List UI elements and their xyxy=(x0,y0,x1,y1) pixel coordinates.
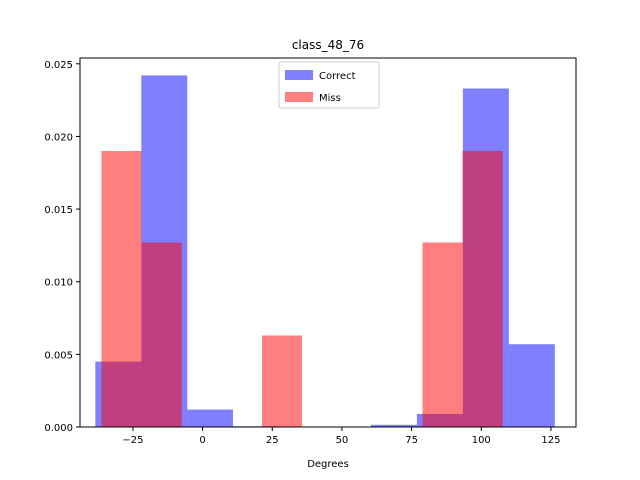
chart-title: class_48_76 xyxy=(292,38,364,52)
x-tick-label: 125 xyxy=(541,435,560,446)
legend-swatch-miss xyxy=(285,92,313,102)
x-tick-label: 0 xyxy=(199,435,205,446)
legend-swatch-correct xyxy=(285,70,313,80)
x-tick-label: 25 xyxy=(266,435,279,446)
bars-layer xyxy=(95,75,555,427)
correct-bar-9 xyxy=(508,344,555,427)
y-tick-label: 0.025 xyxy=(44,60,73,71)
y-tick-label: 0.020 xyxy=(44,132,73,143)
legend-label-miss: Miss xyxy=(319,93,341,104)
y-tick-label: 0.010 xyxy=(44,278,73,289)
plot-frame xyxy=(79,57,577,428)
legend-label-correct: Correct xyxy=(319,71,356,82)
miss-bar-9 xyxy=(462,150,503,427)
y-axis: 0.000 0.005 0.010 0.015 0.020 0.025 xyxy=(44,60,80,434)
legend: Correct Miss xyxy=(278,61,380,109)
y-tick-label: 0.005 xyxy=(44,350,73,361)
x-tick-label: 75 xyxy=(405,435,418,446)
x-tick-label: 50 xyxy=(336,435,349,446)
miss-bar-4 xyxy=(261,335,303,427)
miss-bar-0 xyxy=(101,150,142,427)
correct-bar-6 xyxy=(370,424,417,427)
x-tick-label: −25 xyxy=(122,435,143,446)
miss-bar-8 xyxy=(422,242,463,427)
x-axis: −25 0 25 50 75 100 125 xyxy=(122,427,560,446)
x-axis-label: Degrees xyxy=(307,459,349,470)
y-tick-label: 0.015 xyxy=(44,205,73,216)
miss-bar-1 xyxy=(141,242,182,427)
y-tick-label: 0.000 xyxy=(44,423,73,434)
correct-bar-2 xyxy=(187,409,233,427)
x-tick-label: 100 xyxy=(472,435,491,446)
